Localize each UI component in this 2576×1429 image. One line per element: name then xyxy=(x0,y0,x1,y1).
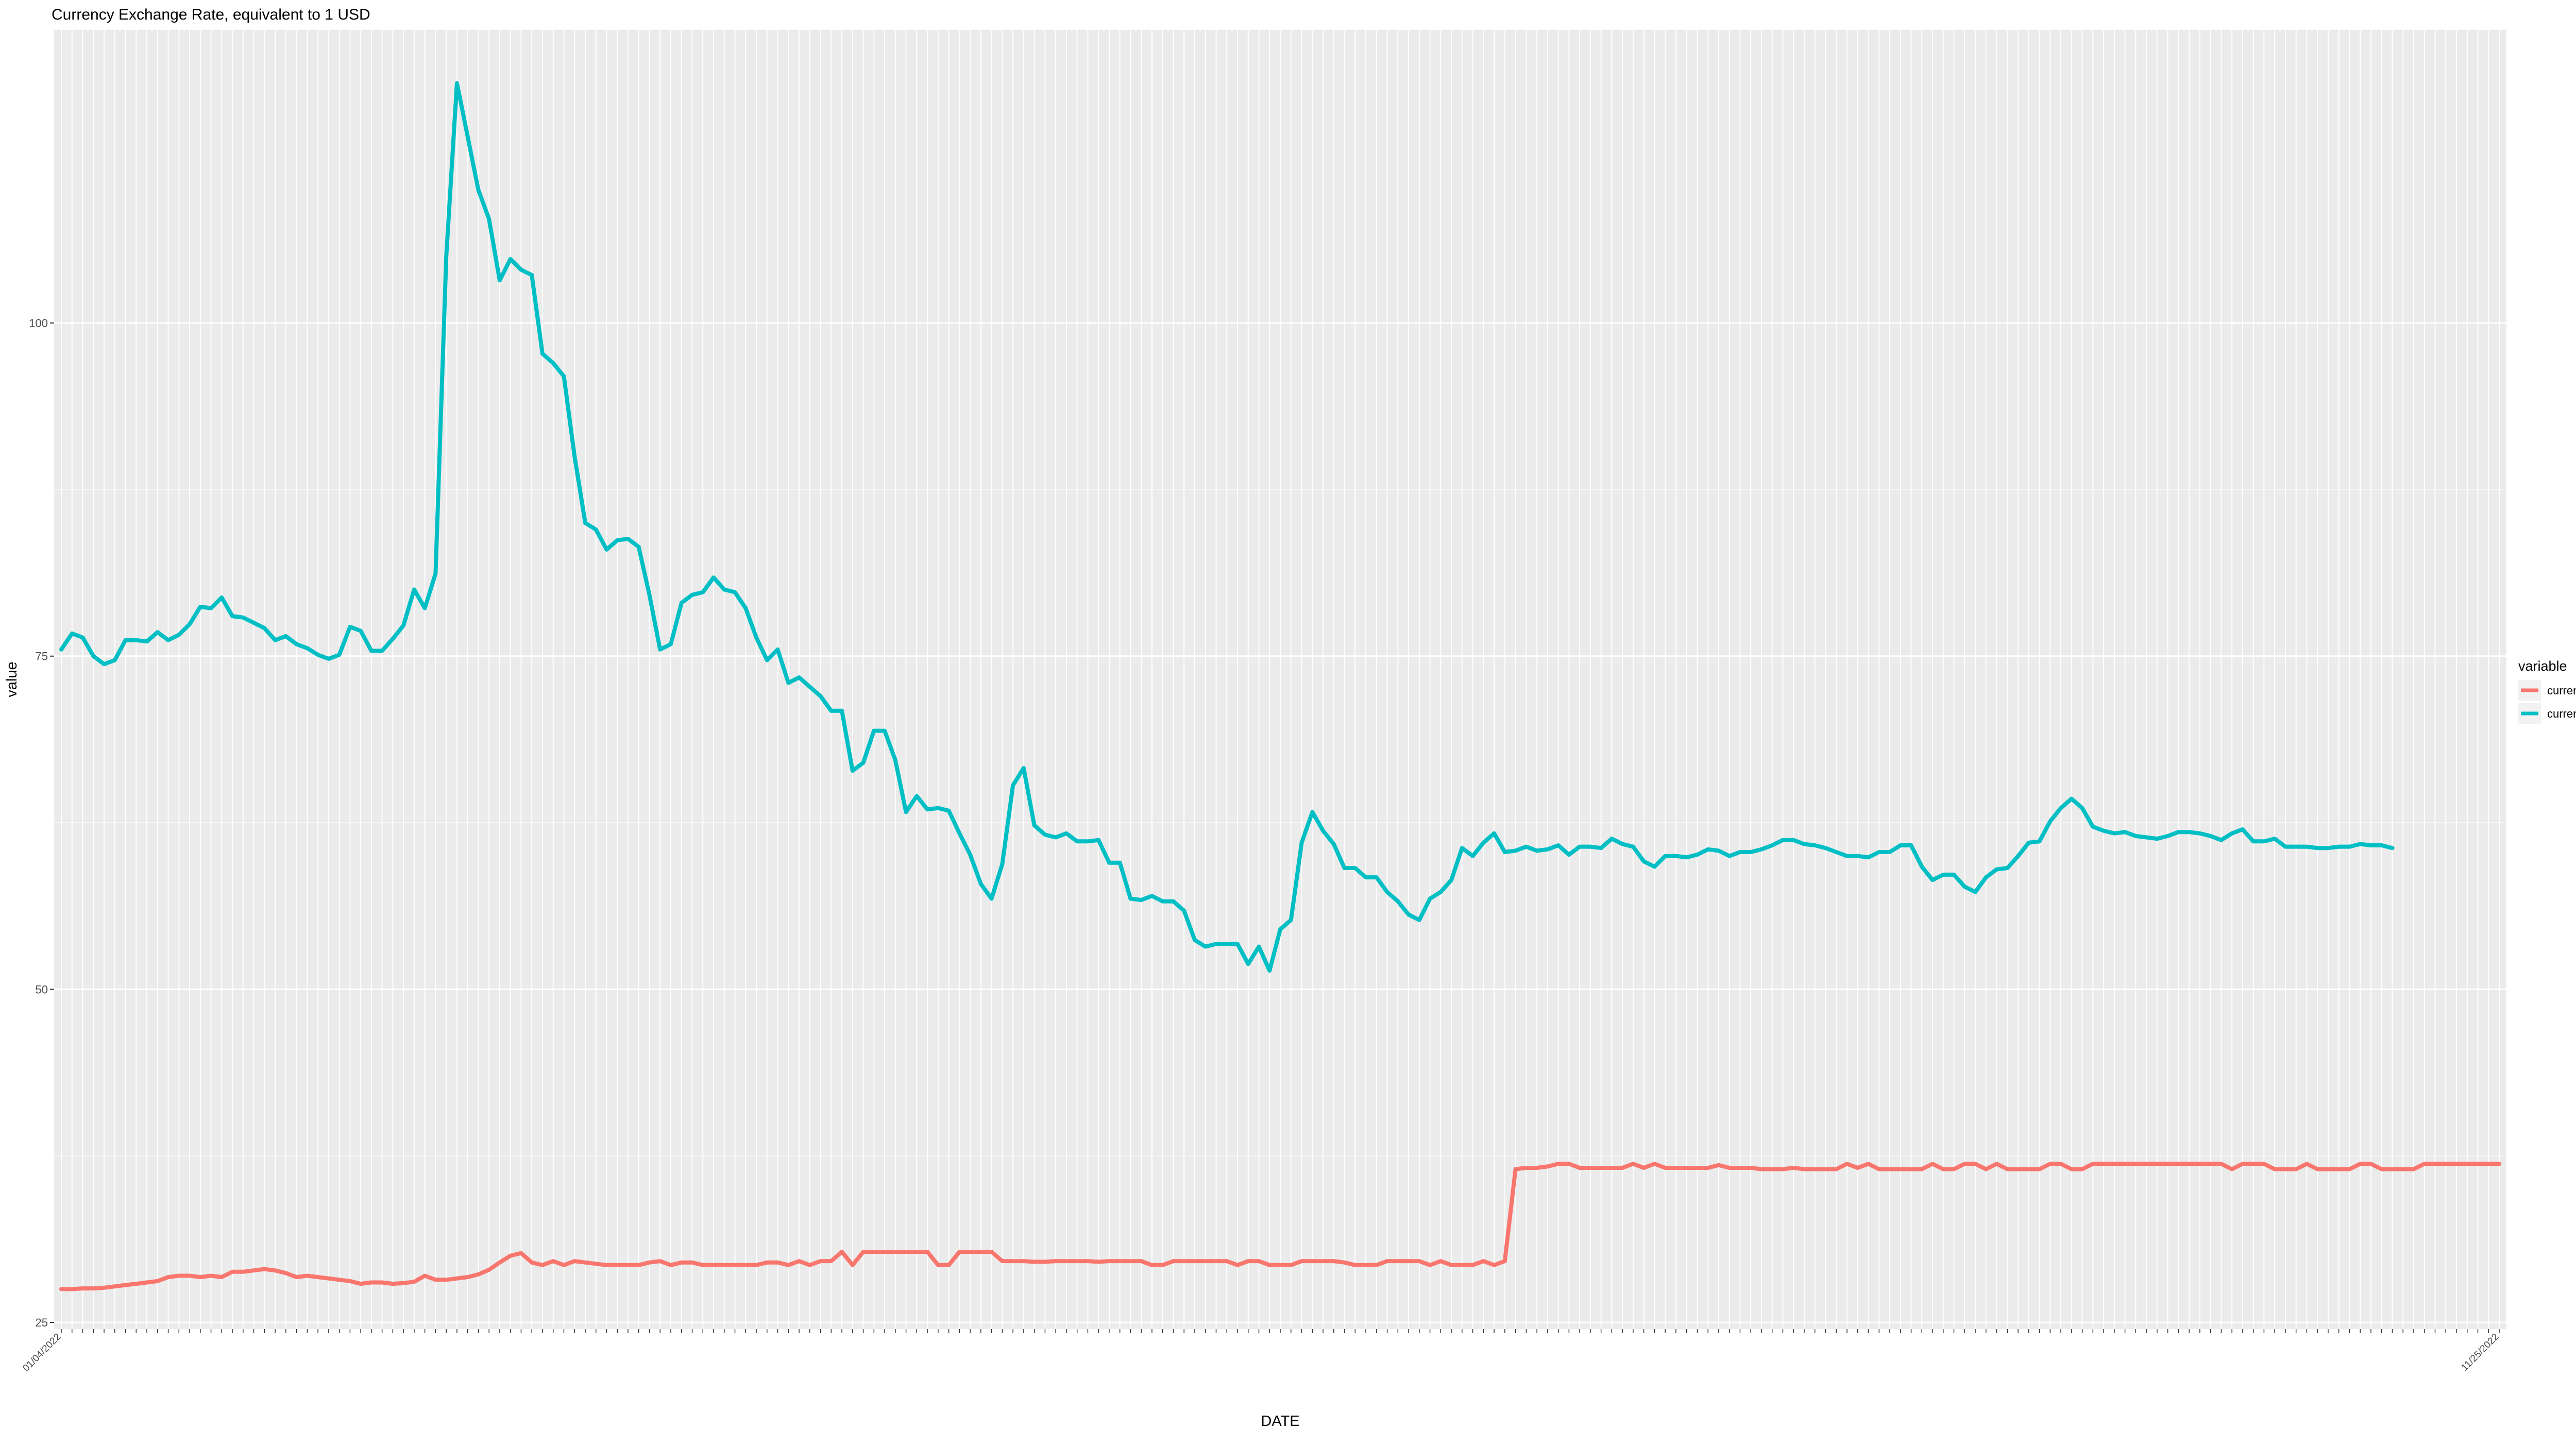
series-lines xyxy=(59,81,2501,1291)
x-axis-title: DATE xyxy=(1261,1413,1299,1429)
chart-title: Currency Exchange Rate, equivalent to 1 … xyxy=(52,6,370,23)
x-tick-label: 01/04/2022 xyxy=(21,1332,63,1374)
legend-label: currency_RUB xyxy=(2547,707,2576,720)
x-axis: 01/04/2022 11/25/2022 xyxy=(21,1329,2501,1374)
legend-title: variable xyxy=(2518,658,2567,674)
y-tick-label: 25 xyxy=(36,1316,48,1329)
y-axis: 25 50 75 100 xyxy=(29,317,54,1329)
x-tick-label: 11/25/2022 xyxy=(2459,1332,2501,1373)
grid-lines xyxy=(54,30,2506,1329)
y-axis-title: value xyxy=(4,661,20,697)
series-line-currency-UAH xyxy=(59,1162,2501,1291)
legend-label: currency_UAH xyxy=(2547,684,2576,697)
y-tick-label: 100 xyxy=(29,317,48,330)
legend: variable currency_UAH currency_RUB xyxy=(2518,658,2576,724)
y-tick-label: 75 xyxy=(36,650,48,663)
y-tick-label: 50 xyxy=(36,983,48,996)
series-line-currency-RUB xyxy=(59,81,2395,973)
